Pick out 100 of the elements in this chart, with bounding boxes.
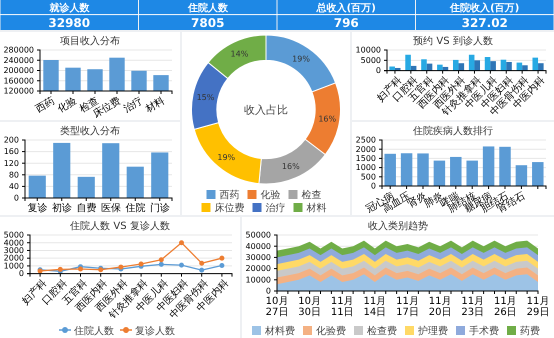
data-label: 19% [292,54,310,64]
y-tick-label: 160 [4,147,19,156]
y-tick-label: 160000 [3,76,34,86]
y-tick-label: 30000 [246,252,271,262]
bar [405,54,411,71]
text: 收入占比 [244,104,288,116]
y-tick-label: 0 [376,66,381,76]
bar [126,166,144,198]
data-label: 19% [217,152,236,162]
data-label: 15% [196,92,215,102]
data-label: 32980 [48,16,90,30]
bar [532,162,544,186]
x-tick-label: 西药 [33,94,57,115]
x-tick-label: 复诊 [27,202,48,214]
x-tick-label: 10月27日 [266,296,288,318]
point [219,256,224,261]
y-tick-label: 200000 [3,66,34,76]
y-tick-label: 3000 [4,246,24,256]
bar [151,152,168,198]
point [158,262,164,267]
bar [458,63,464,71]
y-tick-label: 40 [8,182,19,191]
bar [102,143,120,198]
bar [421,59,427,71]
legend-label: 材料费 [264,325,295,337]
y-tick-label: 2000 [356,144,376,154]
chart-title: 项目收入分布 [60,35,120,47]
bar [506,62,512,71]
point [219,263,224,268]
legend-label: 复诊人数 [135,325,175,337]
bar [452,60,459,71]
x-tick-label: 11月29日 [526,296,550,318]
x-tick-label: 医保 [100,203,121,214]
y-tick-label: 120 [4,158,19,168]
bar [53,142,70,198]
x-tick-label: 11月26日 [494,296,517,318]
y-tick-label: 4000 [4,238,24,248]
y-tick-label: 5000 [4,230,24,240]
data-label: 16% [318,114,336,124]
bar [490,61,496,71]
x-tick-label: 材料 [142,94,167,116]
category-label: 就诊人数 [48,2,90,14]
y-tick-label: 120000 [3,86,34,96]
legend-label: 护理费 [417,325,448,337]
y-tick-label: 240000 [3,56,34,65]
y-tick-label: 40000 [246,242,271,251]
y-tick-label: 500 [360,172,376,182]
y-tick-label: 1000 [4,261,24,270]
point [158,257,164,262]
y-tick-label: 200 [4,136,19,145]
y-tick-label: 20000 [246,264,271,274]
bar [468,54,474,71]
y-tick-label: 5000 [360,56,381,65]
y-tick-label: 1000 [356,163,376,172]
y-tick-label: 0 [370,182,376,191]
legend-label: 检查费 [367,325,397,337]
point [138,261,144,266]
x-tick-label: 自费 [76,202,96,214]
x-tick-label: 住院 [125,202,146,214]
y-tick-label: 0 [18,269,24,278]
chart-title: 类型收入分布 [60,125,120,137]
y-tick-label: 2500 [356,136,376,145]
y-tick-label: 2000 [4,254,24,263]
y-tick-label: 0 [266,286,271,296]
point [179,240,184,246]
bar [500,60,506,71]
bar [538,63,544,71]
legend-label: 化验费 [316,325,346,337]
x-tick-label: 11月23日 [461,296,484,318]
legend-label: 住院人数 [74,325,114,337]
chart-title: 住院人数 VS 复诊人数 [70,220,170,232]
data-label: 14% [230,50,249,59]
bar [384,154,396,186]
category-label: 住院收入(百万) [449,2,520,14]
chart-title: 住院疾病人数排行 [413,125,493,137]
bar [426,64,432,71]
x-tick-label: 门诊 [150,202,170,214]
bar [516,62,522,71]
bar [417,153,429,186]
bar [532,58,538,71]
x-tick-label: 化验 [55,94,79,115]
data-label: 796 [334,16,359,30]
legend-label: 药费 [520,325,540,337]
point [199,260,204,266]
y-tick-label: 0 [14,194,19,203]
data-label: 7805 [191,16,224,30]
y-tick-label: 10000 [246,275,271,284]
x-tick-label: 初诊 [52,202,72,214]
x-tick-label: 10月30日 [298,296,321,318]
point [199,268,204,273]
point [78,266,83,272]
bar [28,176,46,198]
legend-label: 手术费 [469,325,499,337]
y-tick-label: 50000 [246,230,271,240]
y-tick-label: 1500 [356,154,376,163]
bar [466,160,478,186]
bar [516,165,528,186]
x-tick-label: 11月17日 [396,296,419,318]
bar [474,60,480,71]
bar [482,146,494,186]
